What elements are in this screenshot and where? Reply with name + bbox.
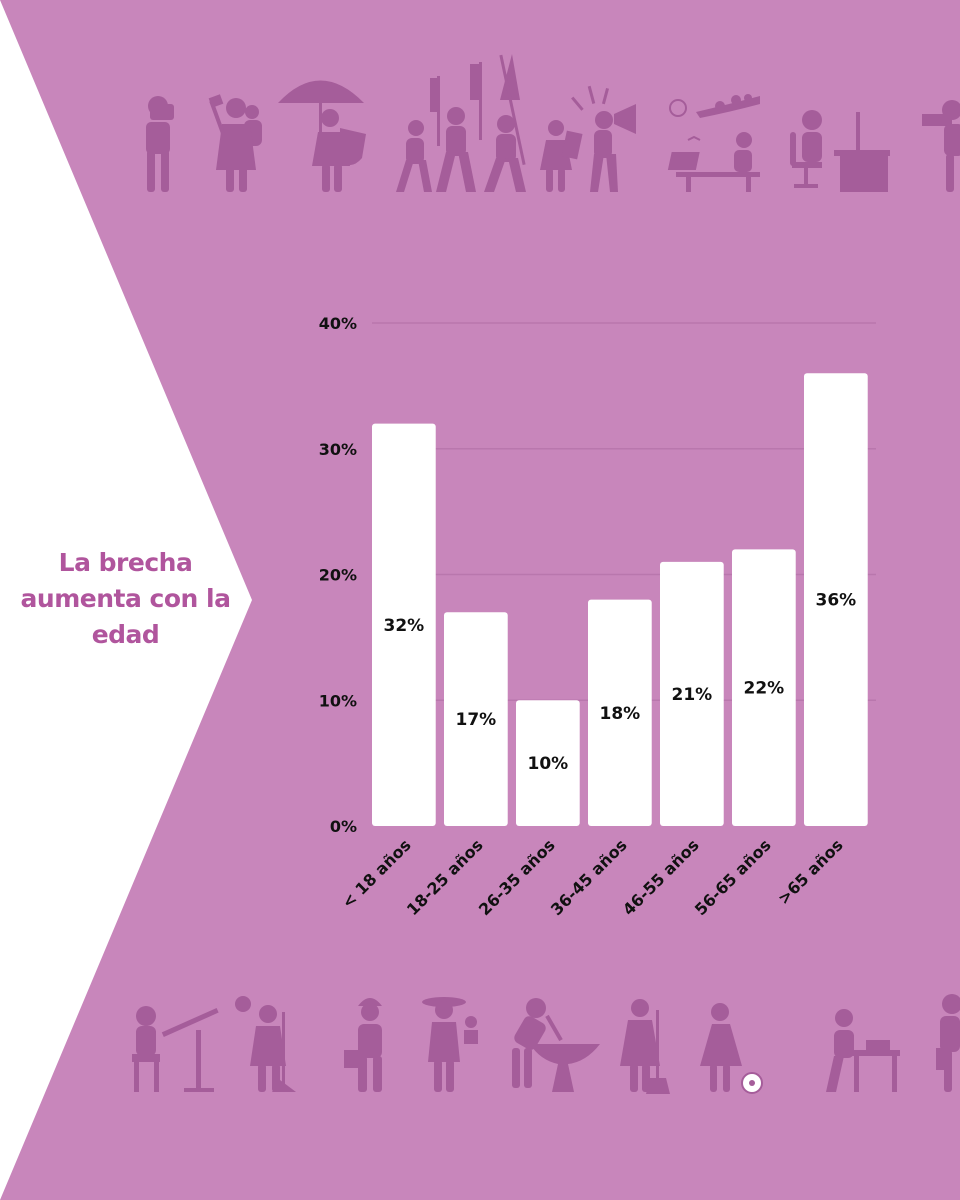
construction-worker-icon	[344, 998, 382, 1092]
woman-with-umbrella-and-shield-icon	[278, 80, 366, 192]
data-label: 22%	[744, 679, 785, 699]
x-tick-label: 56-65 años	[691, 835, 775, 919]
girl-with-ball-icon	[700, 1003, 763, 1094]
cleaning-worker-icon	[235, 996, 296, 1092]
y-axis-tick-labels: 0% 10% 20% 30% 40%	[319, 314, 357, 836]
x-tick-label: 46-55 años	[619, 835, 703, 919]
blacksmith-icon	[512, 998, 600, 1092]
bars	[372, 373, 868, 826]
woman-with-megaphone-icon	[540, 85, 636, 192]
woodworker-icon	[826, 1009, 900, 1092]
photographer-icon	[146, 96, 174, 192]
bar	[516, 700, 580, 826]
top-icon-row	[146, 54, 960, 192]
x-tick-label: 18-25 años	[403, 835, 487, 919]
bar	[660, 561, 724, 826]
bar	[444, 612, 508, 826]
architect-at-drafting-table-icon	[132, 1006, 219, 1092]
data-label: 18%	[600, 704, 641, 724]
data-label: 32%	[384, 616, 425, 636]
woman-on-laptop-outdoors-icon	[667, 94, 760, 192]
bar	[804, 373, 868, 826]
data-label: 36%	[816, 591, 857, 611]
y-tick-label: 30%	[319, 440, 357, 459]
sweeper-icon	[620, 999, 670, 1094]
data-label: 17%	[456, 710, 497, 730]
gardener-icon	[422, 997, 478, 1092]
x-tick-label: < 18 años	[338, 835, 415, 912]
x-tick-label: 36-45 años	[547, 835, 631, 919]
headline: La brecha aumenta con la edad	[20, 548, 231, 649]
woman-with-camera-icon	[922, 100, 960, 192]
bar	[732, 549, 796, 826]
protest-march-icon	[396, 54, 526, 192]
bar	[588, 599, 652, 826]
data-labels: 32% 17% 10% 18% 21% 22% 36%	[384, 591, 857, 774]
mother-with-child-icon	[208, 94, 262, 192]
bar	[372, 423, 436, 826]
x-tick-label: 26-35 años	[475, 835, 559, 919]
bottom-icon-row	[132, 994, 960, 1094]
y-tick-label: 20%	[319, 566, 357, 585]
x-tick-label: >65 años	[774, 835, 847, 908]
y-tick-label: 10%	[319, 691, 357, 710]
y-tick-label: 40%	[319, 314, 357, 333]
woman-at-desk-icon	[790, 110, 890, 192]
data-label: 10%	[528, 754, 569, 774]
data-label: 21%	[672, 685, 713, 705]
y-tick-label: 0%	[330, 817, 357, 836]
office-worker-icon	[936, 994, 960, 1092]
